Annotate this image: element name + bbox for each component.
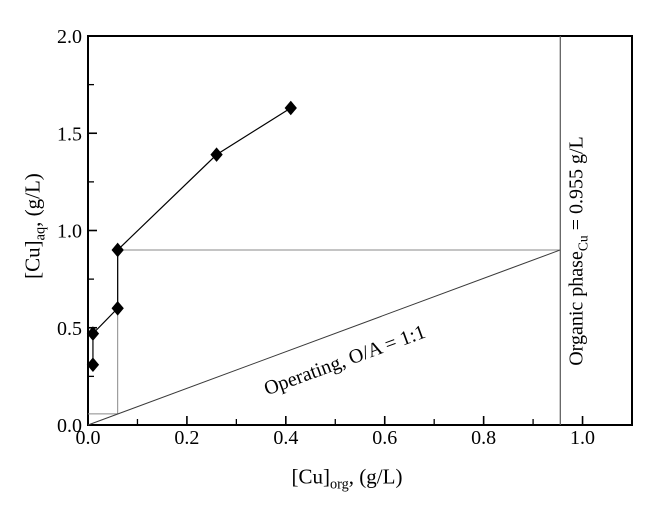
equilibrium-data-point — [284, 100, 297, 116]
equilibrium-data-point — [86, 326, 100, 341]
stage-step-construction-line — [88, 249, 561, 415]
x-axis-title-post: , (g/L) — [348, 464, 403, 489]
y-tick-label: 1.0 — [57, 221, 82, 243]
x-tick-label: 1.0 — [570, 427, 595, 449]
y-tick-label: 2.0 — [57, 26, 82, 48]
y-axis-title: [Cu]aq, (g/L) — [20, 173, 49, 279]
organic-phase-label-sub: Cu — [575, 235, 591, 252]
x-tick-label: 0.4 — [273, 427, 298, 449]
y-axis-title-pre: [Cu] — [20, 240, 45, 279]
y-axis-title-post: , (g/L) — [20, 173, 45, 227]
x-tick-label: 0.6 — [372, 427, 397, 449]
equilibrium-isotherm-line — [92, 107, 292, 365]
axes-frame — [87, 35, 633, 426]
y-axis-title-sub: aq — [32, 226, 49, 241]
y-tick-label: 0.5 — [57, 318, 82, 340]
x-axis-title-sub: org — [330, 476, 349, 493]
x-axis-title-pre: [Cu] — [291, 464, 331, 489]
equilibrium-data-point — [86, 357, 100, 372]
x-tick-label: 0.0 — [76, 427, 101, 449]
operating-line — [87, 249, 561, 426]
equilibrium-data-point — [111, 301, 124, 316]
equilibrium-data-point — [210, 147, 223, 162]
y-tick-label: 0.0 — [57, 415, 82, 437]
x-tick-label: 0.8 — [471, 427, 496, 449]
organic-phase-label: Organic phaseCu = 0.955 g/L — [565, 136, 591, 366]
equilibrium-data-point — [111, 242, 124, 258]
x-axis-title: [Cu]org, (g/L) — [291, 464, 403, 493]
y-tick-label: 1.5 — [57, 123, 82, 145]
x-tick-label: 0.2 — [174, 427, 199, 449]
organic-phase-label-pre: Organic phase — [565, 251, 588, 366]
organic-phase-label-post: = 0.955 g/L — [565, 136, 588, 236]
